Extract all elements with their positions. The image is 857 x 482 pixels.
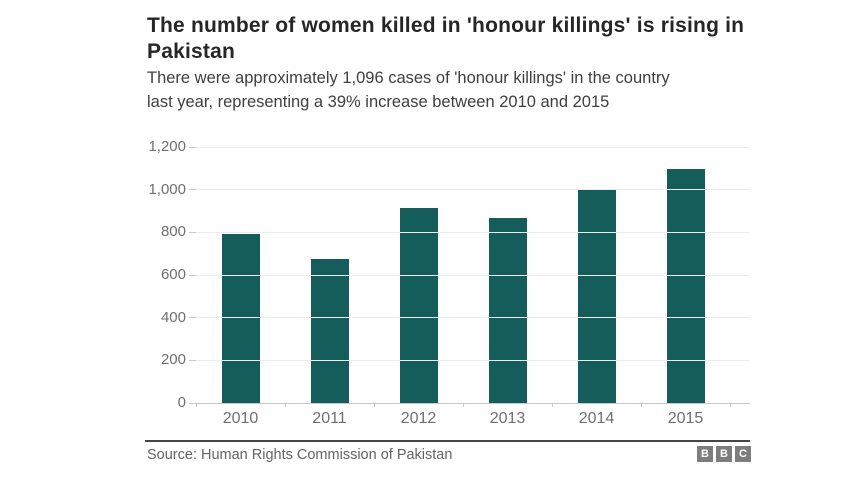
x-label-2010: 2010 <box>222 410 259 427</box>
page-title: The number of women killed in 'honour ki… <box>147 13 744 65</box>
page-title-line-2: Pakistan <box>147 40 235 63</box>
x-tick-mark <box>641 403 642 407</box>
y-axis: 0 200 400 600 800 1,000 1,200 <box>130 139 186 411</box>
chart-subtitle-line-2: last year, representing a 39% increase b… <box>147 93 610 111</box>
x-axis: 2010 2011 2012 2013 2014 2015 <box>196 410 730 428</box>
gridline <box>196 146 750 148</box>
bbc-logo-letter-1: B <box>697 446 713 462</box>
bar-slot <box>374 147 463 403</box>
y-tick-mark <box>189 274 196 276</box>
bar-2012 <box>399 208 438 403</box>
x-tick-mark <box>552 403 553 407</box>
x-axis-line <box>196 402 750 404</box>
chart-subtitle: There were approximately 1,096 cases of … <box>147 66 670 114</box>
bar-2014 <box>577 188 616 403</box>
gridline <box>196 189 750 191</box>
y-tick-label: 0 <box>177 394 186 411</box>
y-tick-mark <box>189 402 196 404</box>
x-tick-mark <box>374 403 375 407</box>
x-label-2015: 2015 <box>667 410 704 427</box>
y-tick-label: 400 <box>160 308 186 326</box>
bars-band <box>196 147 730 403</box>
bar-2015 <box>666 169 705 403</box>
bar-slot <box>641 147 730 403</box>
y-tick-mark <box>189 359 196 361</box>
x-label-2012: 2012 <box>400 410 437 427</box>
chart-subtitle-line-1: There were approximately 1,096 cases of … <box>147 69 670 87</box>
bar-slot <box>463 147 552 403</box>
y-tick-label: 600 <box>160 266 186 283</box>
bar-slot <box>552 147 641 403</box>
bbc-logo-letter-2: B <box>716 446 732 462</box>
gridline <box>196 231 750 233</box>
y-tick-label: 200 <box>160 351 186 369</box>
source-text: Source: Human Rights Commission of Pakis… <box>147 447 453 463</box>
y-tick-label: 1,000 <box>148 180 186 198</box>
x-label-2013: 2013 <box>489 410 526 427</box>
gridline <box>196 274 750 276</box>
bbc-logo-letter-3: C <box>735 446 751 462</box>
x-tick-mark <box>196 403 197 407</box>
bar-2010 <box>221 234 260 403</box>
y-tick-label: 800 <box>160 223 186 241</box>
x-label-2014: 2014 <box>578 410 615 427</box>
bbc-logo: B B C <box>697 446 751 462</box>
bar-slot <box>285 147 374 403</box>
footer-divider <box>145 440 750 442</box>
gridline <box>196 317 750 319</box>
gridline <box>196 359 750 361</box>
y-tick-mark <box>189 231 196 233</box>
y-tick-mark <box>189 317 196 319</box>
y-tick-mark <box>189 189 196 191</box>
x-tick-mark <box>285 403 286 407</box>
x-label-2011: 2011 <box>312 410 347 427</box>
y-tick-label: 1,200 <box>148 138 186 155</box>
bar-slot <box>196 147 285 403</box>
bar-2013 <box>488 217 527 403</box>
page-title-line-1: The number of women killed in 'honour ki… <box>147 14 745 37</box>
x-tick-mark <box>463 403 464 407</box>
y-tick-mark <box>189 146 196 148</box>
bar-2011 <box>310 259 349 403</box>
x-tick-mark <box>730 403 731 407</box>
bar-chart-plot-area <box>189 146 750 407</box>
